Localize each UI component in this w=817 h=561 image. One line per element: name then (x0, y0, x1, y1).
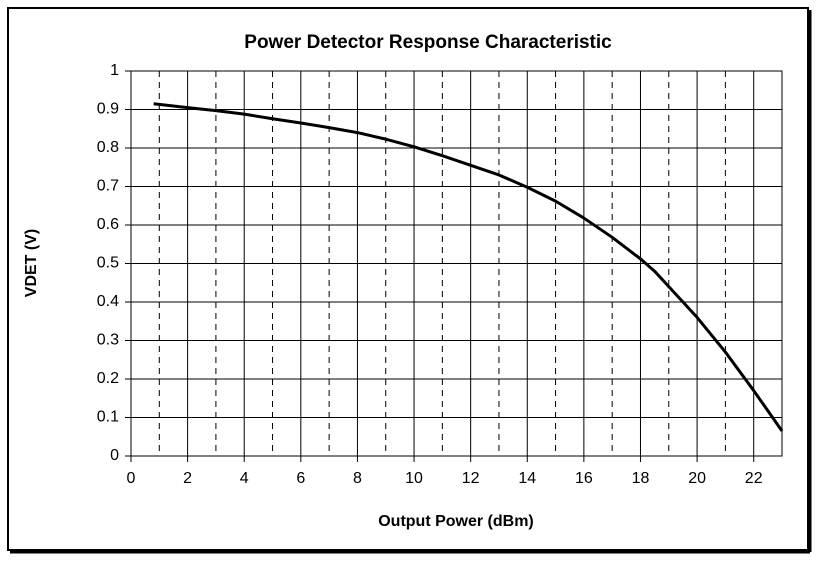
y-tick-label: 1 (110, 62, 119, 79)
x-tick-label: 14 (518, 470, 536, 487)
plot-area (130, 70, 783, 457)
x-tick-label: 10 (405, 470, 423, 487)
x-tick-label: 22 (745, 470, 763, 487)
x-tick-label: 18 (632, 470, 650, 487)
y-tick-label: 0.8 (97, 139, 119, 156)
y-tick-label: 0.4 (97, 293, 119, 310)
x-tick-label: 0 (127, 470, 136, 487)
y-tick-label: 0.1 (97, 409, 119, 426)
y-tick-label: 0.7 (97, 178, 119, 195)
x-axis-label: Output Power (dBm) (378, 513, 534, 530)
x-tick-label: 12 (462, 470, 480, 487)
y-tick-label: 0.3 (97, 332, 119, 349)
x-tick-label: 2 (183, 470, 192, 487)
frame (7, 7, 809, 551)
data-line (153, 102, 784, 432)
y-tick-label: 0.9 (97, 101, 119, 118)
chart-title: Power Detector Response Characteristic (244, 32, 612, 53)
y-tick-label: 0.5 (97, 255, 119, 272)
x-tick-label: 4 (240, 470, 249, 487)
y-axis-label: VDET (V) (23, 229, 40, 297)
y-tick-label: 0 (110, 447, 119, 464)
x-tick-label: 8 (353, 470, 362, 487)
y-tick-label: 0.2 (97, 370, 119, 387)
x-tick-label: 16 (575, 470, 593, 487)
x-tick-label: 6 (296, 470, 305, 487)
x-tick-label: 20 (688, 470, 706, 487)
y-tick-label: 0.6 (97, 216, 119, 233)
